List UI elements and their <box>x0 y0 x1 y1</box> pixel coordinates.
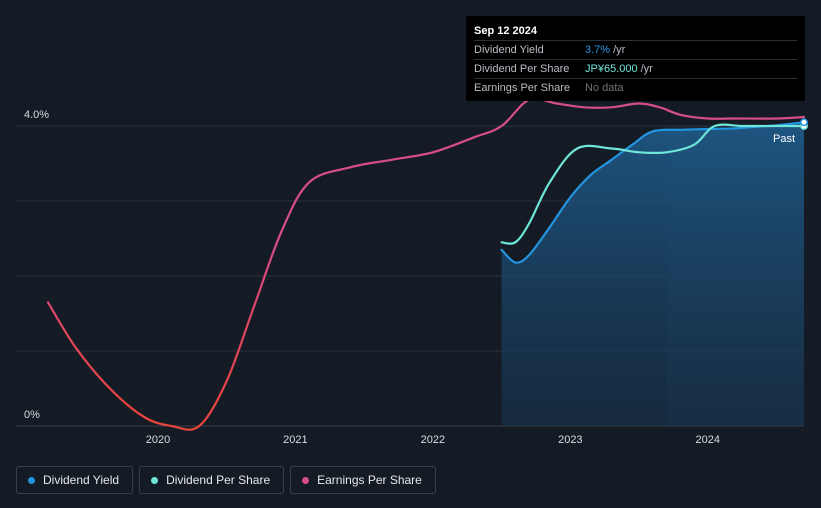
legend-item-dividend-per-share[interactable]: Dividend Per Share <box>139 466 285 494</box>
legend-label: Dividend Per Share <box>166 473 271 487</box>
past-label: Past <box>773 133 795 145</box>
x-tick-label: 2020 <box>146 434 170 446</box>
legend-dot-icon <box>302 476 310 484</box>
tooltip-row-dividend-yield: Dividend Yield 3.7% /yr <box>474 41 797 60</box>
x-tick-label: 2021 <box>283 434 307 446</box>
tooltip-value: JP¥65.000 <box>585 63 638 75</box>
legend-item-dividend-yield[interactable]: Dividend Yield <box>16 466 134 494</box>
dividend-yield-area <box>501 122 804 427</box>
legend-label: Dividend Yield <box>43 473 120 487</box>
legend-dot-icon <box>151 476 159 484</box>
tooltip-unit: /yr <box>613 44 626 56</box>
x-tick-label: 2023 <box>558 434 582 446</box>
legend-item-earnings-per-share[interactable]: Earnings Per Share <box>290 466 436 494</box>
x-tick-label: 2024 <box>696 434 720 446</box>
tooltip-key: Earnings Per Share <box>474 82 570 94</box>
tooltip-key: Dividend Yield <box>474 44 544 56</box>
dividend-yield-end-dot <box>800 118 808 127</box>
y-axis-bottom-label: 0% <box>24 409 40 421</box>
tooltip-date: Sep 12 2024 <box>474 16 797 41</box>
tooltip-value: No data <box>585 82 624 94</box>
legend-dot-icon <box>28 476 35 484</box>
x-tick-label: 2022 <box>421 434 445 446</box>
tooltip-key: Dividend Per Share <box>474 63 570 75</box>
tooltip: Sep 12 2024 Dividend Yield 3.7% /yr Divi… <box>466 16 805 101</box>
legend: Dividend Yield Dividend Per Share Earnin… <box>16 466 436 494</box>
tooltip-row-earnings-per-share: Earnings Per Share No data <box>474 79 797 97</box>
tooltip-row-dividend-per-share: Dividend Per Share JP¥65.000 /yr <box>474 60 797 79</box>
tooltip-unit: /yr <box>640 63 653 75</box>
dividend-per-share-line <box>500 123 806 245</box>
earnings-per-share-line <box>46 97 806 431</box>
legend-label: Earnings Per Share <box>317 473 422 487</box>
tooltip-value: 3.7% <box>585 44 611 56</box>
dividend-chart: 2020 2021 2022 2023 2024 4.0% 0% Past <box>16 97 808 446</box>
y-axis-top-label: 4.0% <box>24 109 49 121</box>
